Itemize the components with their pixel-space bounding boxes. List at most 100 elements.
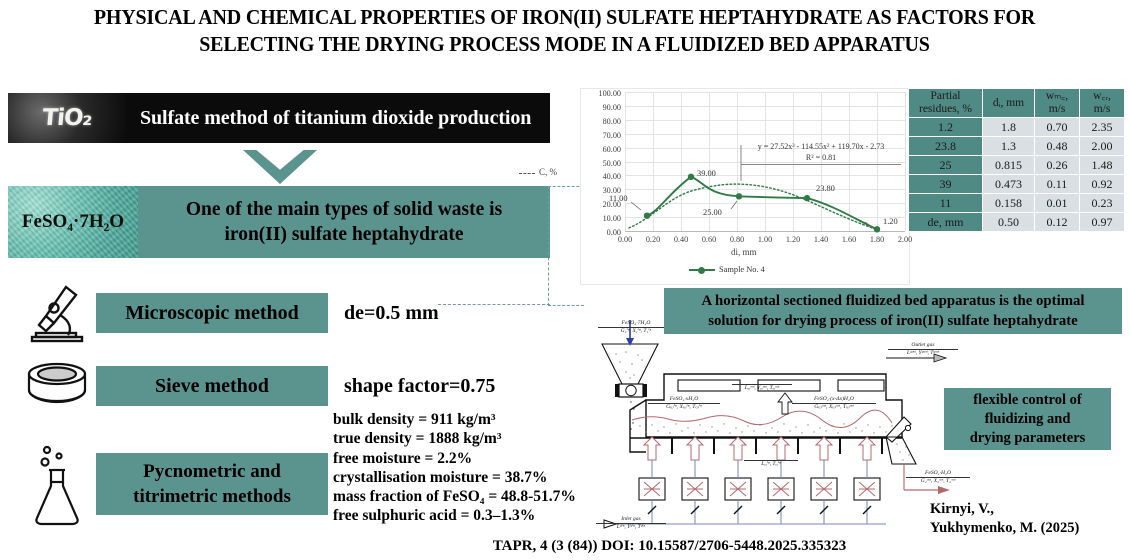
- inlet-gas-den: Lᵍⁱⁿ, Yᵍⁱⁿ, Tᵍⁱⁿ: [596, 523, 666, 531]
- x-tick-6: 1.20: [785, 235, 801, 244]
- property-crystallisation-moisture: crystallisation moisture = 38.7%: [333, 468, 548, 486]
- table-row: 23.8 1.3 0.48 2.00: [908, 136, 1125, 156]
- y-tick-0: 0.00: [606, 228, 621, 237]
- trendline-dotted: [628, 183, 878, 231]
- chart-x-axis-label: di, mm: [731, 247, 757, 257]
- y-axis-dash-marker: [519, 173, 535, 174]
- vgridline-1: [653, 92, 654, 231]
- method-label-pycnometric: Pycnometric and titrimetric methods: [96, 453, 328, 515]
- apparatus-banner-line2: solution for drying process of iron(II) …: [708, 313, 1078, 329]
- property-mass-fraction-feso4: mass fraction of FeSO₄ = 48.8-51.7%: [333, 488, 576, 506]
- method-value-microscopic: de=0.5 mm: [344, 301, 439, 324]
- vgridline-7: [821, 92, 822, 231]
- diagram-label-inlet-gas: Inlet gas Lᵍⁱⁿ, Yᵍⁱⁿ, Tᵍⁱⁿ: [596, 516, 666, 531]
- table-row: 25 0.815 0.26 1.48: [908, 155, 1125, 175]
- table-row: 11 0.158 0.01 0.23: [908, 193, 1125, 213]
- mid-bottom-text: Lₑᵢⁱⁿ, Tₑᵢⁱⁿ: [744, 460, 798, 468]
- feed-den: G₁ⁱⁿ, X₁ⁱⁿ, T₁ⁱⁿ: [598, 327, 674, 335]
- diagram-label-outlet-gas: Outlet gas Lᵍᵒᵘᵗ, Yᵍᵒᵘᵗ, Tᵍᵒᵘᵗ: [888, 342, 958, 357]
- mid-top-text: Lₑᵢᵒᵘᵗ, Yₑᵢᵒᵘᵗ, Tₑᵢᵒᵘᵗ: [732, 384, 792, 392]
- header-wfr-line2: m/s: [1093, 103, 1111, 115]
- point-label-3: 23.80: [816, 184, 835, 193]
- table-header-di: dᵢ, mm: [982, 88, 1035, 118]
- header-wmf-line1: wₘ꜀,: [1045, 90, 1069, 102]
- dashed-connector-line: [438, 304, 550, 305]
- feso4-banner-line1: One of the main types of solid waste is: [185, 199, 503, 220]
- flexible-control-line3: drying parameters: [969, 429, 1086, 446]
- y-tick-8: 80.00: [602, 116, 621, 126]
- trendline-r2: R² = 0.81: [805, 153, 837, 162]
- tio2-banner: TiO₂ Sulfate method of titanium dioxide …: [8, 93, 550, 143]
- citation-doi: TAPR, 4 (3 (84)) DOI: 10.15587/2706-5448…: [492, 538, 847, 554]
- x-tick-9: 1.80: [869, 235, 885, 244]
- citation-author-line1: Kirnyi, V.,: [930, 501, 994, 517]
- outlet-gas-den: Lᵍᵒᵘᵗ, Yᵍᵒᵘᵗ, Tᵍᵒᵘᵗ: [888, 349, 958, 357]
- point-label-2: 25.00: [703, 208, 722, 217]
- diagram-label-mid-top: Lₑᵢᵒᵘᵗ, Yₑᵢᵒᵘᵗ, Tₑᵢᵒᵘᵗ: [732, 384, 792, 392]
- flexible-control-line2: fluidizing and: [984, 410, 1071, 427]
- y-tick-6: 60.00: [602, 144, 621, 154]
- feso4-formula-label: FeSO₄·7H₂O: [21, 211, 125, 232]
- chart-legend: Sample No. 4: [689, 265, 765, 274]
- vgridline-3: [709, 92, 710, 231]
- citation-author-line2: Yukhymenko, M. (2025): [930, 520, 1080, 536]
- vgridline-0: [625, 92, 626, 231]
- method-label-pycnometric-line2: titrimetric methods: [133, 486, 291, 507]
- cell-r0c1: 1.8: [982, 117, 1035, 137]
- microscope-icon: [18, 281, 96, 345]
- axis-x-line: [625, 231, 905, 232]
- particle-size-distribution-chart: C, % di, mm 0.00 10.00 20.00 30.00 40.00…: [519, 88, 912, 285]
- cell-r4c2: 0.01: [1034, 193, 1080, 213]
- header-di-line1: dᵢ, mm: [992, 96, 1025, 109]
- chevron-down-icon: [243, 150, 317, 184]
- apparatus-svg: [601, 320, 950, 529]
- x-tick-2: 0.40: [673, 235, 689, 244]
- legend-swatch-sample-4: [689, 267, 715, 274]
- header-wfr-line1: w꜀ᵣ,: [1093, 90, 1111, 102]
- method-row-sieve: Sieve method shape factor=0.75: [18, 360, 495, 412]
- y-tick-1: 10.00: [602, 214, 621, 224]
- tio2-powder-photo: TiO₂: [8, 93, 126, 143]
- method-label-pycnometric-line1: Pycnometric and: [143, 461, 281, 482]
- dashed-connector-bracket: [548, 186, 584, 306]
- cell-r0c3: 2.35: [1079, 117, 1125, 137]
- vgridline-9: [877, 92, 878, 231]
- trendline-equation: y = 27.52x³ - 114.55x² + 119.70x - 2.73 …: [741, 141, 901, 165]
- method-label-microscopic: Microscopic method: [96, 293, 328, 333]
- cell-r5c3: 0.97: [1079, 212, 1125, 232]
- method-value-sieve: shape factor=0.75: [344, 374, 496, 397]
- chart-series-svg: [628, 145, 881, 233]
- diagram-label-zone-out: FeSO₄·(x-Δx)H₂O G₍ᵢ₎ᵒᵘᵗ, X₍ᵢ₎ᵒᵘᵗ, T₍ᵢ₎ᵒᵘ…: [792, 396, 876, 411]
- feso4-banner-text: One of the main types of solid waste is …: [138, 186, 550, 258]
- cell-r3c1: 0.473: [982, 174, 1035, 194]
- chart-y-axis-label: C, %: [539, 167, 557, 177]
- table-header-wfr: w꜀ᵣ, m/s: [1079, 88, 1125, 118]
- zone-in-den: G₍ᵢ₎ⁱⁿ, X₍ᵢ₎ⁱⁿ, T₍ᵢ₎ⁱⁿ: [648, 403, 720, 411]
- data-point-3: [803, 194, 811, 202]
- data-point-0: [643, 212, 651, 219]
- x-tick-8: 1.60: [841, 235, 857, 244]
- cell-r5c1: 0.50: [982, 212, 1035, 232]
- y-tick-3: 30.00: [602, 186, 621, 196]
- method-label-sieve: Sieve method: [96, 366, 328, 406]
- cell-r2c1: 0.815: [982, 155, 1035, 175]
- feso4-crystal-photo: FeSO₄·7H₂O: [8, 186, 138, 258]
- feso4-banner-line2: iron(II) sulfate heptahydrate: [224, 224, 464, 245]
- table-row: 39 0.473 0.11 0.92: [908, 174, 1125, 194]
- cell-r1c3: 2.00: [1079, 136, 1125, 156]
- table-body: 1.2 1.8 0.70 2.35 23.8 1.3 0.48 2.00 25 …: [908, 117, 1125, 232]
- product-den: G₂ᵒᵘᵗ, X₂ᵒᵘᵗ, T₂ᵒᵘᵗ: [906, 477, 970, 485]
- feed-num: FeSO₄·7H₂O: [621, 320, 651, 326]
- cell-r2c0: 25: [908, 155, 983, 175]
- y-tick-9: 90.00: [602, 102, 621, 112]
- flexible-control-box: flexible control of fluidizing and dryin…: [944, 388, 1111, 450]
- series-line-sample-4: [646, 175, 878, 231]
- legend-label-sample-4: Sample No. 4: [719, 265, 765, 274]
- cell-r3c2: 0.11: [1034, 174, 1080, 194]
- feso4-banner: FeSO₄·7H₂O One of the main types of soli…: [8, 186, 550, 258]
- fluidization-data-table: Partial residues, % dᵢ, mm wₘ꜀, m/s w꜀ᵣ,…: [908, 88, 1125, 232]
- cell-r3c3: 0.92: [1079, 174, 1125, 194]
- zone-out-num: FeSO₄·(x-Δx)H₂O: [814, 396, 854, 402]
- cell-r5c0: de, mm: [908, 212, 983, 232]
- zone-out-den: G₍ᵢ₎ᵒᵘᵗ, X₍ᵢ₎ᵒᵘᵗ, T₍ᵢ₎ᵒᵘᵗ: [792, 403, 876, 411]
